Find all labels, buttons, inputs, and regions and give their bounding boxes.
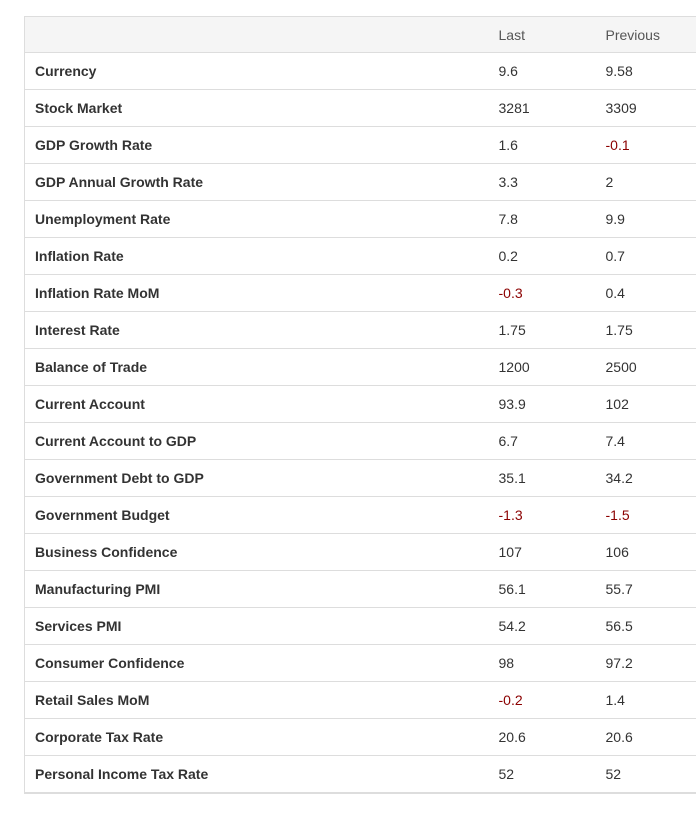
previous-value: -0.1: [595, 126, 696, 164]
previous-value: 1.75: [595, 311, 696, 349]
previous-value: 9.58: [595, 52, 696, 90]
indicator-name-link[interactable]: Balance of Trade: [24, 348, 489, 386]
indicator-name-link[interactable]: Current Account: [24, 385, 489, 423]
last-value: 0.2: [488, 237, 596, 275]
last-value: 3281: [488, 89, 596, 127]
last-value: 1.75: [488, 311, 596, 349]
last-value: 1200: [488, 348, 596, 386]
indicator-name-link[interactable]: Manufacturing PMI: [24, 570, 489, 608]
last-value: 54.2: [488, 607, 596, 645]
indicator-name-link[interactable]: Interest Rate: [24, 311, 489, 349]
last-value: 20.6: [488, 718, 596, 756]
table-row[interactable]: Government Debt to GDP 35.1 34.2: [24, 459, 696, 497]
table-row[interactable]: Manufacturing PMI 56.1 55.7: [24, 570, 696, 608]
table-row[interactable]: Inflation Rate 0.2 0.7: [24, 237, 696, 275]
table-row[interactable]: Balance of Trade 1200 2500: [24, 348, 696, 386]
table-header-row: Last Previous: [24, 16, 696, 53]
table-row[interactable]: Current Account to GDP 6.7 7.4: [24, 422, 696, 460]
previous-value: 1.4: [595, 681, 696, 719]
table-row[interactable]: Corporate Tax Rate 20.6 20.6: [24, 718, 696, 756]
previous-value: 7.4: [595, 422, 696, 460]
table-row[interactable]: Current Account 93.9 102: [24, 385, 696, 423]
indicator-name-link[interactable]: Stock Market: [24, 89, 489, 127]
table-body: Currency 9.6 9.58 Stock Market 3281 3309 GDP G…: [24, 52, 696, 794]
previous-value: 52: [595, 755, 696, 794]
indicator-name-link[interactable]: Business Confidence: [24, 533, 489, 571]
indicator-name-link[interactable]: Consumer Confidence: [24, 644, 489, 682]
indicators-table: Last Previous Currency 9.6 9.58 Stock Marke…: [24, 16, 696, 794]
indicator-name-link[interactable]: Retail Sales MoM: [24, 681, 489, 719]
table-row[interactable]: Stock Market 3281 3309: [24, 89, 696, 127]
table-row[interactable]: Business Confidence 107 106: [24, 533, 696, 571]
previous-value: 3309: [595, 89, 696, 127]
table-row[interactable]: Currency 9.6 9.58: [24, 52, 696, 90]
indicator-name-link[interactable]: Inflation Rate MoM: [24, 274, 489, 312]
last-value: -0.2: [488, 681, 596, 719]
previous-value: 97.2: [595, 644, 696, 682]
table-row[interactable]: GDP Annual Growth Rate 3.3 2: [24, 163, 696, 201]
previous-value: 2: [595, 163, 696, 201]
table-row[interactable]: Unemployment Rate 7.8 9.9: [24, 200, 696, 238]
indicator-name-link[interactable]: Corporate Tax Rate: [24, 718, 489, 756]
previous-value: 9.9: [595, 200, 696, 238]
table-header: Last Previous: [24, 16, 696, 53]
table-row[interactable]: Interest Rate 1.75 1.75: [24, 311, 696, 349]
previous-value: 56.5: [595, 607, 696, 645]
header-last[interactable]: Last: [488, 16, 596, 53]
last-value: 52: [488, 755, 596, 794]
indicator-name-link[interactable]: GDP Growth Rate: [24, 126, 489, 164]
last-value: 98: [488, 644, 596, 682]
last-value: 6.7: [488, 422, 596, 460]
last-value: -0.3: [488, 274, 596, 312]
previous-value: 55.7: [595, 570, 696, 608]
last-value: 7.8: [488, 200, 596, 238]
last-value: 9.6: [488, 52, 596, 90]
indicator-name-link[interactable]: GDP Annual Growth Rate: [24, 163, 489, 201]
header-indicator: [24, 16, 489, 53]
indicator-name-link[interactable]: Current Account to GDP: [24, 422, 489, 460]
indicator-name-link[interactable]: Services PMI: [24, 607, 489, 645]
header-previous[interactable]: Previous: [595, 16, 696, 53]
previous-value: 102: [595, 385, 696, 423]
table-row[interactable]: Personal Income Tax Rate 52 52: [24, 755, 696, 794]
previous-value: 0.7: [595, 237, 696, 275]
last-value: 93.9: [488, 385, 596, 423]
last-value: 35.1: [488, 459, 596, 497]
previous-value: 0.4: [595, 274, 696, 312]
last-value: 3.3: [488, 163, 596, 201]
previous-value: 20.6: [595, 718, 696, 756]
last-value: 107: [488, 533, 596, 571]
last-value: -1.3: [488, 496, 596, 534]
indicator-name-link[interactable]: Government Debt to GDP: [24, 459, 489, 497]
last-value: 56.1: [488, 570, 596, 608]
table-row[interactable]: Retail Sales MoM -0.2 1.4: [24, 681, 696, 719]
table-row[interactable]: Services PMI 54.2 56.5: [24, 607, 696, 645]
indicator-name-link[interactable]: Inflation Rate: [24, 237, 489, 275]
last-value: 1.6: [488, 126, 596, 164]
table-row[interactable]: Inflation Rate MoM -0.3 0.4: [24, 274, 696, 312]
indicator-name-link[interactable]: Currency: [24, 52, 489, 90]
previous-value: 2500: [595, 348, 696, 386]
previous-value: 106: [595, 533, 696, 571]
table-row[interactable]: Consumer Confidence 98 97.2: [24, 644, 696, 682]
table-row[interactable]: GDP Growth Rate 1.6 -0.1: [24, 126, 696, 164]
indicator-name-link[interactable]: Unemployment Rate: [24, 200, 489, 238]
indicator-name-link[interactable]: Personal Income Tax Rate: [24, 755, 489, 794]
indicators-table-container: Last Previous Currency 9.6 9.58 Stock Marke…: [24, 16, 696, 794]
table-row[interactable]: Government Budget -1.3 -1.5: [24, 496, 696, 534]
indicator-name-link[interactable]: Government Budget: [24, 496, 489, 534]
previous-value: 34.2: [595, 459, 696, 497]
previous-value: -1.5: [595, 496, 696, 534]
